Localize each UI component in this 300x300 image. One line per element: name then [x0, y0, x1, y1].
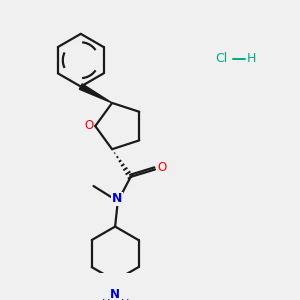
Text: H: H	[120, 299, 129, 300]
Text: Cl: Cl	[215, 52, 227, 65]
Text: H: H	[247, 52, 256, 65]
Text: H: H	[101, 299, 110, 300]
Text: N: N	[112, 192, 122, 206]
Text: O: O	[85, 119, 94, 132]
Polygon shape	[79, 84, 112, 103]
Text: O: O	[158, 161, 167, 174]
Text: N: N	[110, 288, 120, 300]
